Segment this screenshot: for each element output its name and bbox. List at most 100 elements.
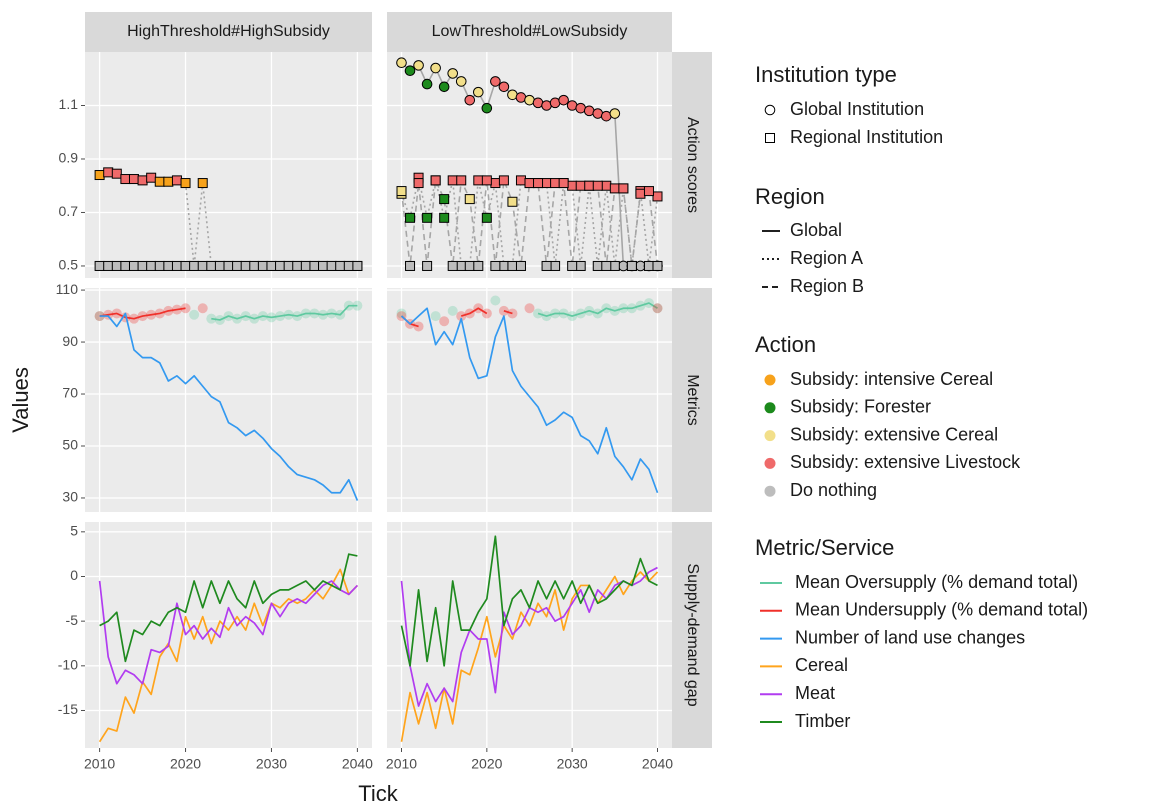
point	[481, 102, 493, 114]
point	[171, 260, 182, 271]
point	[171, 175, 182, 186]
point	[456, 260, 467, 271]
y-tick-label: 0.7	[59, 203, 79, 219]
point	[111, 168, 122, 179]
legend-label: Region A	[790, 248, 863, 268]
point	[592, 180, 603, 191]
series-line	[211, 304, 358, 321]
panel	[85, 52, 372, 278]
point	[498, 175, 509, 186]
point	[447, 68, 459, 79]
point	[652, 260, 663, 271]
y-tick-label: 5	[70, 523, 78, 539]
point	[643, 186, 654, 197]
point	[515, 260, 526, 271]
point	[421, 78, 433, 90]
point	[163, 176, 174, 187]
point	[626, 260, 637, 271]
point	[396, 57, 407, 68]
point	[352, 300, 363, 311]
x-tick-label: 2030	[256, 756, 287, 772]
point	[439, 212, 450, 223]
point	[558, 178, 569, 189]
point	[601, 260, 612, 271]
point	[232, 260, 243, 271]
point	[137, 260, 148, 271]
point	[455, 76, 467, 87]
series-line	[537, 302, 658, 317]
point	[197, 260, 208, 271]
point	[223, 260, 234, 271]
point	[507, 260, 518, 271]
point	[180, 260, 191, 271]
y-tick-label: 90	[62, 333, 78, 349]
y-tick-label: 1.1	[59, 96, 79, 112]
legend-label: Mean Oversupply (% demand total)	[795, 572, 1078, 592]
point	[257, 260, 268, 271]
point	[592, 260, 603, 271]
facet-strip	[672, 522, 712, 748]
point	[541, 178, 552, 189]
point	[396, 308, 407, 319]
point	[550, 178, 561, 189]
point	[137, 311, 148, 322]
point	[326, 260, 337, 271]
point	[447, 175, 458, 186]
legend-symbol	[764, 457, 776, 469]
point	[430, 311, 441, 322]
point	[507, 196, 518, 207]
facet-label: Metrics	[684, 374, 701, 426]
legend-symbol	[764, 374, 776, 386]
point	[473, 260, 484, 271]
point	[300, 260, 311, 271]
x-tick-label: 2040	[642, 756, 673, 772]
point	[439, 316, 450, 327]
series-line	[99, 553, 358, 663]
point	[533, 178, 544, 189]
legend-title: Institution type	[755, 62, 897, 87]
x-tick-label: 2010	[386, 756, 417, 772]
panel	[85, 288, 372, 512]
legend-label: Timber	[795, 711, 850, 731]
point	[352, 260, 363, 271]
point	[94, 311, 105, 322]
point	[189, 260, 200, 271]
point	[601, 180, 612, 191]
facet-strip	[387, 12, 672, 52]
point	[154, 176, 165, 187]
facet-label: LowThreshold#LowSubsidy	[432, 23, 628, 40]
point	[94, 170, 105, 181]
point	[206, 260, 217, 271]
panel	[387, 52, 672, 278]
point	[490, 295, 501, 306]
point	[197, 178, 208, 189]
panel-background	[85, 288, 372, 512]
point	[163, 260, 174, 271]
legend-label: Subsidy: extensive Livestock	[790, 452, 1021, 472]
point	[550, 260, 561, 271]
legend-label: Cereal	[795, 655, 848, 675]
point	[146, 260, 157, 271]
point	[635, 188, 646, 199]
panel	[387, 288, 672, 512]
point	[318, 260, 329, 271]
panel-background	[387, 522, 672, 748]
point	[111, 260, 122, 271]
point	[438, 81, 450, 93]
point	[128, 260, 139, 271]
point	[490, 178, 501, 189]
point	[111, 308, 122, 319]
point	[567, 260, 578, 271]
point	[464, 308, 475, 319]
legend-label: Subsidy: Forester	[790, 397, 931, 417]
panel-background	[387, 288, 672, 512]
legend-symbol	[764, 485, 776, 497]
legend-label: Meat	[795, 683, 835, 703]
point	[481, 212, 492, 223]
point	[180, 178, 191, 189]
legend-title: Metric/Service	[755, 535, 894, 560]
point	[120, 174, 131, 185]
point	[189, 309, 200, 320]
point	[447, 305, 458, 316]
